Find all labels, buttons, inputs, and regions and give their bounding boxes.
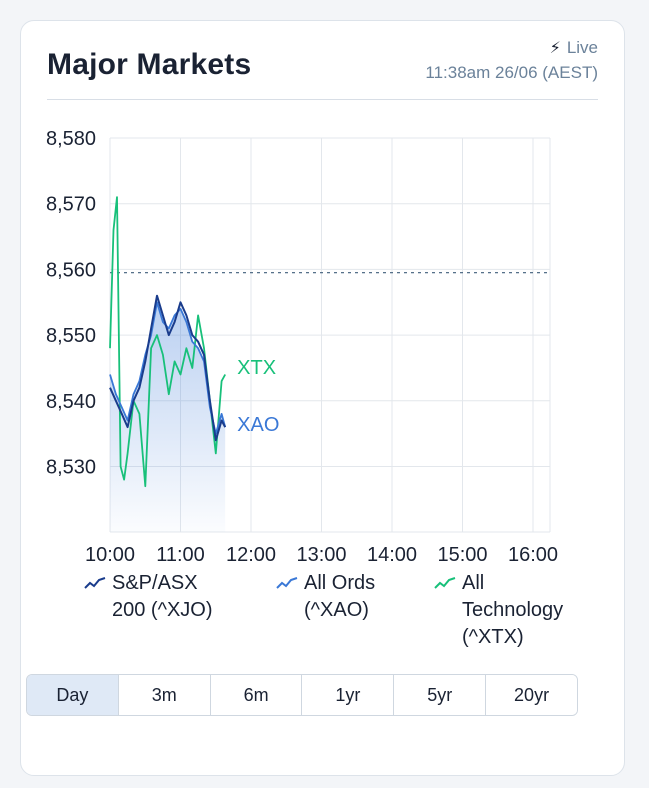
- y-tick-label: 8,540: [46, 391, 96, 413]
- legend-swatch-xtx: [434, 577, 456, 589]
- x-tick-label: 14:00: [367, 544, 417, 566]
- legend-label-xjo: S&P/ASX 200 (^XJO): [112, 570, 213, 624]
- line-series-icon: [276, 577, 298, 589]
- x-tick-label: 11:00: [156, 544, 205, 566]
- lightning-icon: ⚡: [549, 40, 561, 57]
- y-tick-label: 8,570: [46, 194, 96, 216]
- legend-label-line: Technology: [462, 599, 564, 621]
- header-divider: [47, 99, 598, 100]
- tab-20yr[interactable]: 20yr: [486, 675, 577, 715]
- x-tick-label: 15:00: [437, 544, 487, 566]
- legend-label-line: (^XTX): [462, 626, 524, 648]
- legend-label-line: 200 (^XJO): [112, 599, 213, 621]
- tab-5yr[interactable]: 5yr: [394, 675, 487, 715]
- x-tick-label: 12:00: [226, 544, 276, 566]
- tab-6m[interactable]: 6m: [210, 675, 303, 715]
- chart-legend: S&P/ASX 200 (^XJO) All Ords (^XAO) All T…: [60, 570, 600, 660]
- period-tabs: Day 3m 6m 1yr 5yr 20yr: [26, 674, 578, 716]
- market-line-chart: 8,580 8,570 8,560 8,550 8,540 8,530 10:00 11:00…: [46, 128, 558, 566]
- legend-item-xjo[interactable]: S&P/ASX 200 (^XJO): [84, 570, 213, 624]
- tab-3m[interactable]: 3m: [118, 675, 211, 715]
- legend-label-line: All: [462, 572, 485, 594]
- legend-swatch-xao: [276, 577, 298, 589]
- end-label-xtx: XTX: [237, 357, 276, 379]
- series-line-xjo: [109, 294, 227, 442]
- legend-label-line: (^XAO): [304, 599, 369, 621]
- y-tick-label: 8,560: [46, 259, 96, 281]
- xao-area-fill: [110, 302, 226, 532]
- legend-label-xtx: All Technology (^XTX): [462, 570, 563, 651]
- y-tick-label: 8,550: [46, 325, 96, 347]
- legend-label-line: S&P/ASX: [112, 572, 198, 594]
- card-title: Major Markets: [47, 48, 252, 81]
- legend-item-xtx[interactable]: All Technology (^XTX): [434, 570, 563, 651]
- tab-1yr[interactable]: 1yr: [302, 675, 395, 715]
- legend-swatch-xjo: [84, 577, 106, 589]
- live-label: Live: [566, 38, 598, 57]
- end-label-xao: XAO: [237, 414, 279, 436]
- x-tick-label: 13:00: [296, 544, 346, 566]
- update-timestamp: 11:38am 26/06 (AEST): [425, 63, 598, 82]
- legend-label-xao: All Ords (^XAO): [304, 570, 375, 624]
- legend-item-xao[interactable]: All Ords (^XAO): [276, 570, 375, 624]
- live-indicator: ⚡ Live: [550, 38, 598, 58]
- legend-label-line: All Ords: [304, 572, 376, 594]
- major-markets-card: Major Markets ⚡ Live 11:38am 26/06 (AEST…: [20, 20, 625, 776]
- line-series-icon: [84, 577, 106, 589]
- tab-day[interactable]: Day: [27, 675, 119, 715]
- y-tick-label: 8,530: [46, 457, 96, 479]
- line-series-icon: [434, 577, 456, 589]
- y-tick-label: 8,580: [46, 128, 96, 150]
- x-tick-label: 10:00: [85, 544, 135, 566]
- x-tick-label: 16:00: [508, 544, 558, 566]
